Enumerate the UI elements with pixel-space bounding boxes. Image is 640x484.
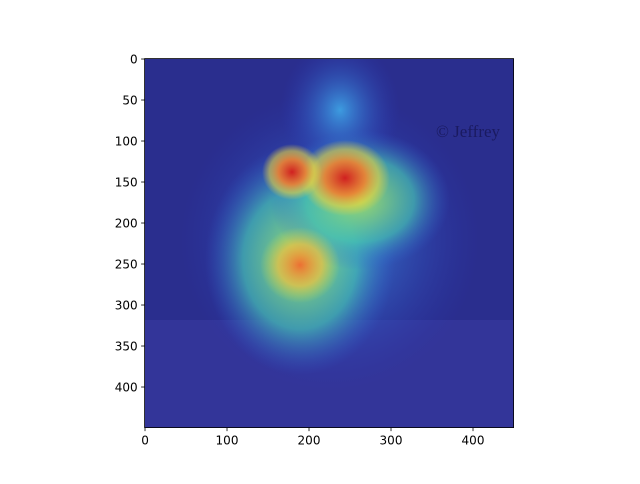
y-tick-label: 400 [115,381,138,395]
x-tick-label: 0 [141,434,149,448]
x-tick-label: 100 [216,434,239,448]
y-tick-label: 50 [122,94,137,108]
x-tick-label: 400 [462,434,485,448]
y-tick-label: 250 [115,258,138,272]
y-tick-label: 0 [130,53,138,67]
x-tick-label: 300 [380,434,403,448]
y-tick-label: 200 [115,217,138,231]
y-tick-label: 300 [115,299,138,313]
axes-frame [144,58,515,428]
y-tick-label: 150 [115,176,138,190]
y-tick-label: 350 [115,340,138,354]
heatmap-image: © Jeffrey [144,58,514,428]
watermark: © Jeffrey [436,122,501,141]
y-tick-label: 100 [115,135,138,149]
x-tick-label: 200 [298,434,321,448]
